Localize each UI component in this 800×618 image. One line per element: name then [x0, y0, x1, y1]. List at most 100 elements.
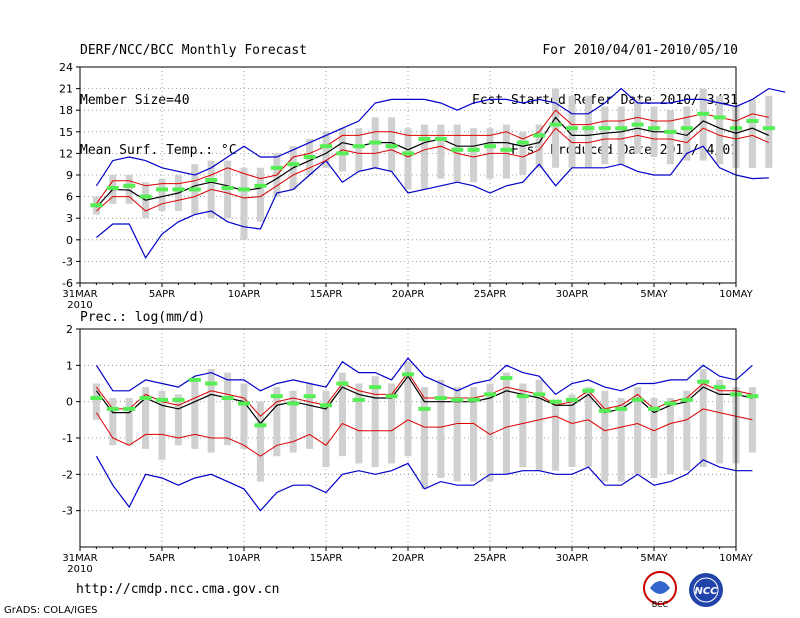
- observation-marker: [566, 397, 578, 402]
- observation-marker: [221, 185, 234, 190]
- forecast-period: For 2010/04/01-2010/05/10: [542, 43, 738, 58]
- observation-marker: [303, 155, 316, 159]
- x-tick-label: 10MAY: [719, 553, 753, 564]
- spread-bar: [322, 390, 330, 468]
- observation-marker: [631, 397, 644, 402]
- y-tick-label: -3: [62, 255, 73, 268]
- observation-marker: [123, 183, 136, 188]
- observation-marker: [549, 122, 562, 127]
- ncc-logo-text: NCC: [694, 586, 718, 597]
- max-line: [95, 357, 753, 396]
- observation-marker: [205, 178, 218, 183]
- y-tick-label: 15: [59, 126, 73, 139]
- spread-bar: [256, 401, 264, 482]
- observation-marker: [352, 144, 365, 149]
- observation-marker: [598, 126, 611, 131]
- spread-bar: [404, 361, 412, 457]
- spread-bar: [666, 398, 674, 475]
- x-tick-label: 10APR: [228, 553, 261, 564]
- spread-bar: [420, 387, 428, 489]
- spread-bar: [158, 178, 166, 211]
- x-tick-label: 5MAY: [640, 553, 668, 564]
- spread-bar: [584, 95, 592, 168]
- observation-marker: [287, 162, 300, 167]
- y-tick-label: -6: [62, 277, 73, 290]
- spread-bar: [273, 387, 281, 457]
- upper-line: [95, 109, 769, 205]
- observation-marker: [106, 406, 119, 411]
- observation-marker: [205, 381, 218, 386]
- spread-bar: [404, 128, 412, 190]
- spread-bar: [453, 387, 461, 482]
- x-tick-label: 20APR: [392, 289, 425, 300]
- spread-bar: [322, 131, 330, 168]
- observation-marker: [139, 396, 152, 401]
- spread-bar: [240, 167, 248, 240]
- observation-marker: [582, 126, 595, 131]
- spread-bar: [420, 124, 428, 190]
- observation-marker: [320, 144, 332, 149]
- spread-bar: [355, 128, 363, 172]
- observation-marker: [648, 406, 660, 411]
- spread-bar: [519, 131, 527, 175]
- observation-marker: [762, 126, 775, 131]
- observation-marker: [664, 401, 677, 406]
- y-tick-label: 3: [66, 212, 73, 225]
- observation-marker: [238, 401, 250, 406]
- bcc-logo: BCC: [643, 571, 677, 609]
- spread-bar: [125, 175, 133, 204]
- spread-bar: [92, 383, 100, 420]
- observation-marker: [106, 185, 119, 190]
- x-tick-label: 25APR: [474, 553, 507, 564]
- observation-marker: [434, 396, 447, 401]
- y-tick-label: 6: [66, 191, 73, 204]
- spread-bar: [371, 376, 379, 468]
- observation-marker: [713, 115, 726, 120]
- x-tick-label: 5MAY: [640, 289, 668, 300]
- spread-bar: [568, 394, 576, 468]
- observation-marker: [516, 394, 529, 399]
- observation-marker: [680, 126, 693, 131]
- observation-marker: [484, 392, 496, 397]
- spread-bar: [306, 383, 314, 449]
- header-left: DERF/NCC/BCC Monthly Forecast Member Siz…: [80, 11, 307, 177]
- spread-bar: [519, 383, 527, 468]
- ncc-logo: NCC: [689, 573, 723, 607]
- source-url[interactable]: http://cmdp.ncc.cma.gov.cn: [76, 582, 280, 597]
- observation-marker: [123, 406, 136, 411]
- observation-marker: [385, 394, 398, 399]
- spread-bar: [224, 372, 232, 446]
- spread-bar: [125, 398, 133, 446]
- spread-bar: [552, 401, 560, 471]
- y-tick-label: 1: [66, 359, 73, 372]
- observation-marker: [746, 119, 759, 123]
- spread-bar: [617, 398, 625, 482]
- spread-bar: [437, 124, 445, 179]
- observation-marker: [303, 394, 316, 399]
- spread-bar: [388, 383, 396, 464]
- observation-marker: [467, 397, 480, 402]
- observation-marker: [631, 122, 644, 127]
- observation-marker: [156, 397, 168, 402]
- max-line: [95, 87, 786, 187]
- lower-line: [95, 408, 753, 457]
- observation-marker: [598, 408, 611, 413]
- observation-marker: [615, 406, 628, 411]
- x-tick-label: 10APR: [228, 289, 261, 300]
- observation-marker: [90, 203, 103, 208]
- spread-bar: [601, 106, 609, 165]
- observation-marker: [402, 151, 414, 156]
- variable-label: Mean Surf. Temp.: °C: [80, 143, 237, 158]
- observation-marker: [385, 144, 398, 149]
- observation-marker: [434, 137, 447, 141]
- spread-bar: [338, 372, 346, 457]
- plot-frame: [79, 66, 737, 284]
- observation-marker: [369, 385, 382, 390]
- spread-bar: [470, 387, 478, 482]
- spread-bar: [748, 99, 756, 168]
- y-tick-label: 18: [59, 104, 73, 117]
- y-tick-label: 2: [66, 323, 73, 336]
- x-tick-label: 31MAR: [62, 289, 97, 300]
- precip-title: Prec.: log(mm/d): [80, 310, 206, 325]
